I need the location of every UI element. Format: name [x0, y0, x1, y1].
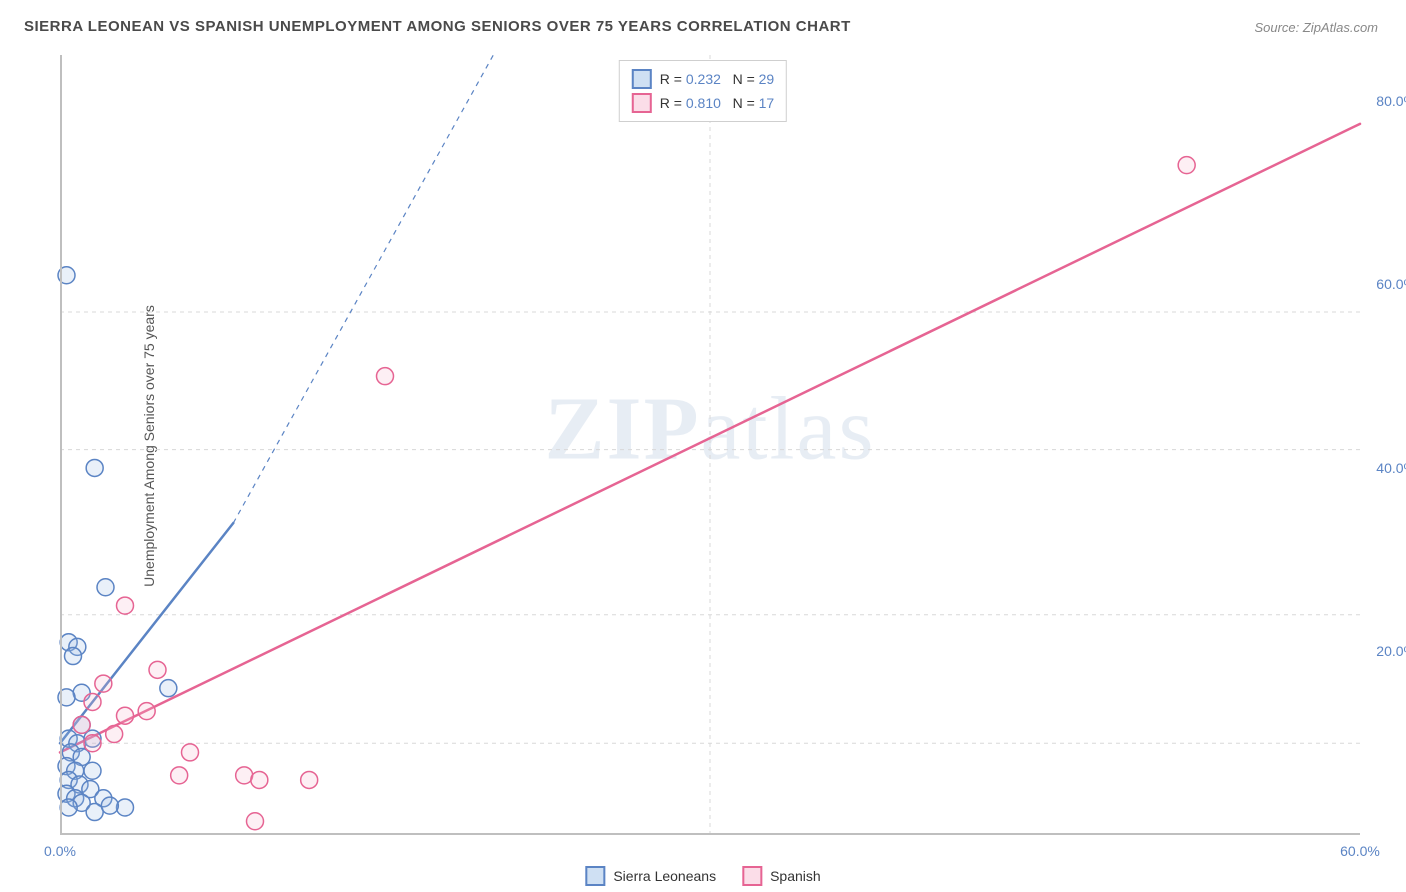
legend-item: Sierra Leoneans	[585, 866, 716, 886]
y-tick-label: 60.0%	[1376, 276, 1406, 292]
legend-item: Spanish	[742, 866, 821, 886]
legend-r-label: R = 0.810 N = 17	[660, 95, 774, 111]
y-axis-line	[60, 55, 62, 835]
y-tick-label: 40.0%	[1376, 460, 1406, 476]
y-tick-label: 20.0%	[1376, 643, 1406, 659]
x-tick-label: 60.0%	[1340, 843, 1380, 859]
y-tick-label: 80.0%	[1376, 93, 1406, 109]
legend-row: R = 0.810 N = 17	[632, 91, 774, 115]
scatter-svg	[60, 55, 1360, 835]
legend-row: R = 0.232 N = 29	[632, 67, 774, 91]
series-legend: Sierra Leoneans Spanish	[585, 866, 820, 886]
legend-r-label: R = 0.232 N = 29	[660, 71, 774, 87]
plot-area: ZIPatlas 20.0%40.0%60.0%80.0%0.0%60.0%	[60, 55, 1360, 835]
legend-label: Sierra Leoneans	[613, 868, 716, 884]
legend-swatch	[632, 69, 652, 89]
legend-swatch	[585, 866, 605, 886]
chart-title: SIERRA LEONEAN VS SPANISH UNEMPLOYMENT A…	[24, 18, 851, 35]
legend-swatch	[632, 93, 652, 113]
legend-swatch	[742, 866, 762, 886]
x-axis-line	[60, 833, 1360, 835]
legend-label: Spanish	[770, 868, 821, 884]
correlation-legend: R = 0.232 N = 29 R = 0.810 N = 17	[619, 60, 787, 122]
x-tick-label: 0.0%	[44, 843, 76, 859]
source-attribution: Source: ZipAtlas.com	[1254, 20, 1378, 35]
